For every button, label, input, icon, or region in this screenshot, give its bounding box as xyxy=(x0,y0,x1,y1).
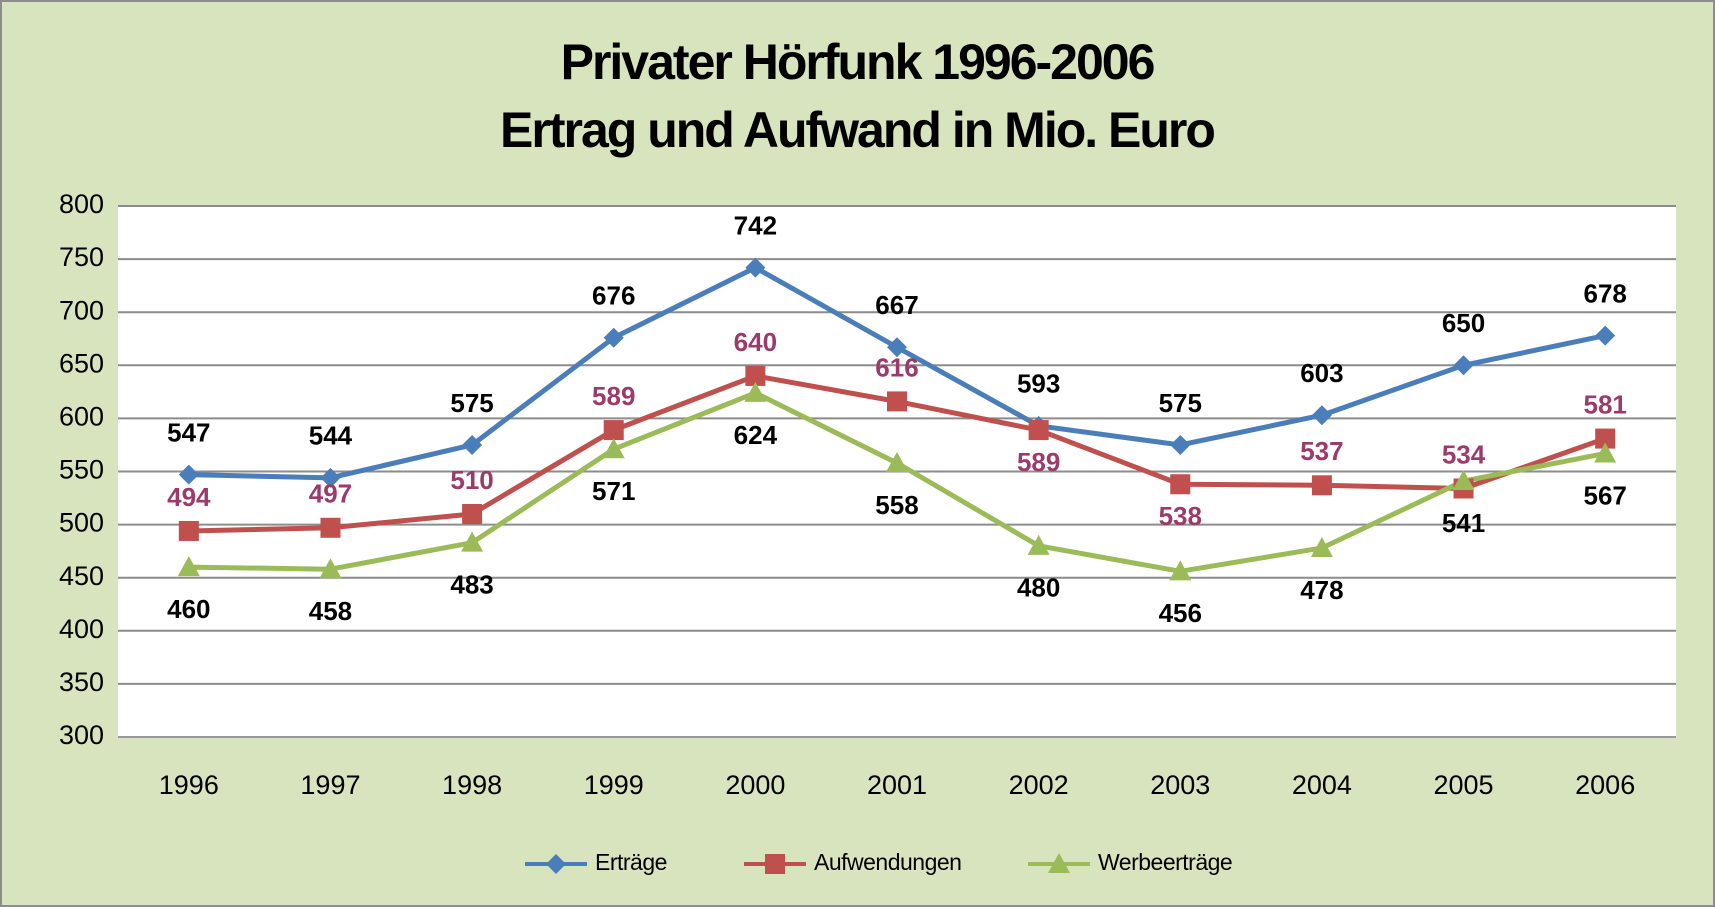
data-label: 510 xyxy=(450,465,493,495)
data-label: 456 xyxy=(1159,598,1202,628)
data-label: 624 xyxy=(734,420,778,450)
y-tick-label: 450 xyxy=(59,561,104,591)
data-label: 742 xyxy=(734,210,777,240)
y-tick-label: 550 xyxy=(59,455,104,485)
data-label: 538 xyxy=(1159,501,1202,531)
point-marker xyxy=(886,452,908,473)
legend-label: Aufwendungen xyxy=(814,849,961,875)
point-marker xyxy=(1170,474,1191,495)
data-label: 480 xyxy=(1017,573,1060,603)
point-marker xyxy=(1311,475,1332,496)
data-label: 544 xyxy=(309,421,353,451)
data-label: 589 xyxy=(592,381,635,411)
point-marker xyxy=(178,520,199,541)
x-tick-label: 2005 xyxy=(1434,770,1494,800)
data-label: 483 xyxy=(450,570,493,600)
y-tick-label: 750 xyxy=(59,242,104,272)
data-label: 537 xyxy=(1300,436,1343,466)
data-label: 478 xyxy=(1300,575,1343,605)
point-marker xyxy=(603,327,624,348)
data-label: 640 xyxy=(734,327,777,357)
data-label: 575 xyxy=(1159,388,1202,418)
data-label: 667 xyxy=(875,290,918,320)
x-tick-label: 1997 xyxy=(300,770,360,800)
legend-label: Werbeerträge xyxy=(1098,849,1232,875)
point-marker xyxy=(1452,470,1475,491)
point-marker xyxy=(745,257,766,278)
point-marker xyxy=(177,556,200,577)
y-tick-label: 400 xyxy=(59,614,104,644)
x-tick-label: 2006 xyxy=(1575,770,1635,800)
point-marker xyxy=(1595,428,1616,449)
point-marker xyxy=(320,467,341,488)
legend-marker xyxy=(765,854,785,874)
data-label: 575 xyxy=(450,388,493,418)
data-label: 676 xyxy=(592,281,635,311)
data-label: 650 xyxy=(1442,308,1485,338)
x-tick-label: 2002 xyxy=(1009,770,1069,800)
point-marker xyxy=(1594,442,1617,463)
y-tick-label: 350 xyxy=(59,667,104,697)
data-label: 458 xyxy=(309,596,352,626)
data-label: 497 xyxy=(309,479,352,509)
point-marker xyxy=(1311,405,1332,426)
y-tick-label: 650 xyxy=(59,348,104,378)
point-marker xyxy=(1595,325,1616,346)
data-label: 541 xyxy=(1442,508,1485,538)
point-marker xyxy=(1310,536,1333,557)
y-tick-label: 600 xyxy=(59,402,104,432)
data-label: 589 xyxy=(1017,447,1060,477)
point-marker xyxy=(320,517,341,538)
x-tick-label: 2003 xyxy=(1150,770,1210,800)
point-marker xyxy=(461,531,484,552)
data-label: 603 xyxy=(1300,358,1343,388)
point-marker xyxy=(744,381,767,402)
data-label: 460 xyxy=(167,594,210,624)
data-label: 581 xyxy=(1583,389,1626,419)
data-label: 534 xyxy=(1442,439,1486,469)
x-tick-label: 1998 xyxy=(442,770,502,800)
point-marker xyxy=(602,438,625,459)
data-label: 616 xyxy=(875,352,918,382)
x-tick-label: 2004 xyxy=(1292,770,1352,800)
chart-subtitle: Ertrag und Aufwand in Mio. Euro xyxy=(500,102,1214,158)
data-label: 547 xyxy=(167,418,210,448)
x-tick-label: 1999 xyxy=(584,770,644,800)
data-label: 558 xyxy=(875,490,918,520)
point-marker xyxy=(1028,420,1049,441)
point-marker xyxy=(1027,534,1050,555)
y-tick-label: 700 xyxy=(59,295,104,325)
x-tick-label: 1996 xyxy=(159,770,219,800)
y-tick-label: 500 xyxy=(59,508,104,538)
legend-marker xyxy=(546,854,566,874)
point-marker xyxy=(887,391,907,412)
point-marker xyxy=(1453,355,1474,376)
point-marker xyxy=(1170,434,1191,455)
y-tick-label: 800 xyxy=(59,189,104,219)
data-label: 593 xyxy=(1017,369,1060,399)
point-marker xyxy=(1169,560,1192,581)
point-marker xyxy=(887,337,907,358)
chart-title: Privater Hörfunk 1996-2006 xyxy=(561,34,1154,90)
point-marker xyxy=(462,434,483,455)
data-label: 567 xyxy=(1583,480,1626,510)
data-label: 571 xyxy=(592,476,635,506)
legend-marker xyxy=(1048,853,1070,873)
point-marker xyxy=(603,420,624,441)
legend-label: Erträge xyxy=(595,849,667,875)
x-tick-label: 2000 xyxy=(725,770,785,800)
point-marker xyxy=(462,503,483,524)
point-marker xyxy=(319,558,342,579)
data-label: 678 xyxy=(1583,278,1626,308)
data-label: 494 xyxy=(167,482,211,512)
y-tick-label: 300 xyxy=(59,720,104,750)
point-marker xyxy=(745,365,766,386)
point-marker xyxy=(178,464,199,485)
x-tick-label: 2001 xyxy=(867,770,927,800)
